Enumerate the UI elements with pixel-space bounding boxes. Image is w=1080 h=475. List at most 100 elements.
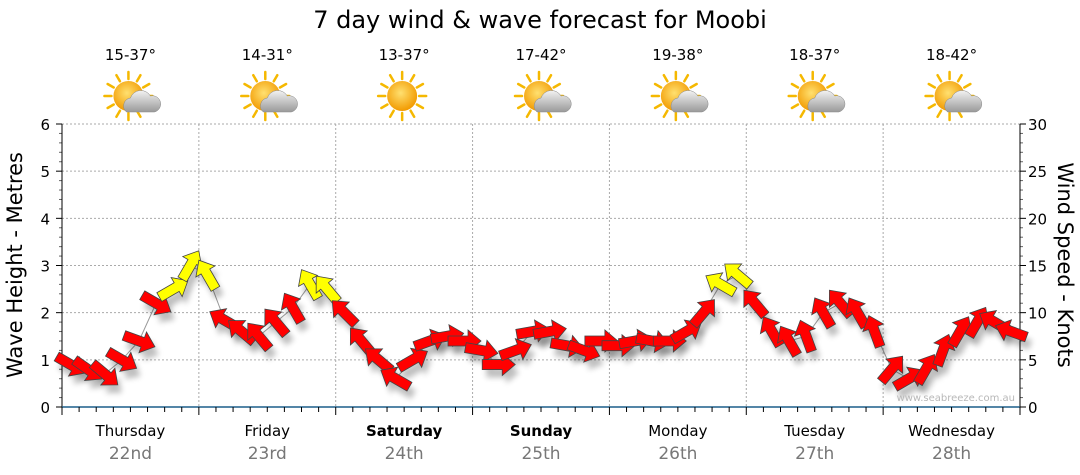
day-temp: 13-37°: [379, 46, 430, 64]
sun-ray: [516, 103, 526, 110]
day-temp: 14-31°: [242, 46, 293, 64]
wind-arrow: [331, 300, 360, 329]
sun-ray: [927, 82, 937, 89]
sun-ray: [653, 103, 663, 110]
wind-arrow: [877, 355, 904, 386]
sun-ray: [662, 73, 669, 83]
day-name: Sunday: [510, 422, 573, 440]
y-tick-label: 6: [40, 116, 50, 134]
sun-ray: [689, 82, 698, 89]
chart-title: 7 day wind & wave forecast for Moobi: [313, 6, 767, 34]
day-temp: 17-42°: [515, 46, 566, 64]
wind-arrow: [743, 289, 770, 320]
y-tick-label: 5: [40, 163, 50, 181]
sun-ray: [963, 82, 972, 89]
sun-ray: [956, 73, 963, 83]
y2-tick-label: 20: [1028, 210, 1047, 228]
day-date: 25th: [521, 444, 560, 464]
cloud: [123, 90, 161, 113]
y2-tick-label: 25: [1028, 163, 1047, 181]
day-date: 24th: [385, 444, 424, 464]
wind-arrow: [364, 348, 395, 375]
sun-ray: [135, 73, 142, 83]
wind-arrow: [264, 308, 291, 339]
wind-arrow: [395, 347, 428, 373]
sun-ray: [525, 109, 532, 119]
wind-arrow: [532, 319, 567, 343]
wind-arrow: [811, 297, 837, 330]
sun-cloud-icon: [650, 70, 709, 122]
cloud: [670, 90, 709, 113]
sun-ray: [936, 109, 943, 119]
day-temp: 19-38°: [652, 46, 703, 64]
sun-disc: [387, 81, 418, 111]
sun-ray: [516, 82, 526, 89]
sun-ray: [546, 73, 553, 83]
sun-ray: [415, 103, 425, 110]
day-temp: 18-42°: [926, 46, 977, 64]
sun-ray: [927, 103, 937, 110]
sun-ray: [243, 82, 252, 89]
y-tick-label: 0: [40, 399, 50, 417]
y2-tick-label: 0: [1028, 399, 1038, 417]
y2-tick-label: 15: [1028, 258, 1047, 276]
day-date: 23rd: [248, 444, 287, 464]
y-tick-label: 1: [40, 352, 50, 370]
sun-cloud-icon: [513, 70, 572, 122]
wind-arrow: [156, 277, 189, 302]
sun-ray: [252, 109, 259, 119]
wind-arrow: [247, 322, 274, 353]
sun-cloud-icon: [240, 70, 298, 122]
day-temp: 15-37°: [105, 46, 156, 64]
sun-ray: [790, 82, 800, 89]
day-date: 22nd: [109, 444, 152, 464]
y-axis-label: Wave Height - Metres: [3, 152, 27, 378]
y2-axis-label: Wind Speed - Knots: [1053, 162, 1077, 367]
wind-arrow: [464, 339, 499, 363]
sun-icon: [376, 70, 428, 122]
wind-arrow: [315, 275, 342, 306]
wind-arrow: [776, 325, 802, 358]
day-date: 28th: [932, 444, 971, 464]
sun-ray: [799, 109, 806, 119]
cloud: [944, 90, 983, 113]
day-name: Tuesday: [783, 422, 845, 440]
sun-ray: [415, 82, 425, 89]
sun-ray: [552, 82, 562, 89]
wind-arrow: [104, 346, 138, 372]
day-name: Wednesday: [908, 422, 995, 440]
y-tick-label: 2: [40, 305, 50, 323]
day-date: 27th: [795, 444, 834, 464]
day-name: Monday: [648, 422, 707, 440]
sun-cloud-icon: [103, 70, 161, 122]
wind-arrow: [669, 319, 702, 345]
wind-arrow: [688, 299, 715, 329]
sun-ray: [380, 82, 389, 89]
wind-arrow: [793, 319, 817, 354]
day-name: Friday: [245, 422, 291, 440]
day-name: Thursday: [95, 422, 166, 440]
sun-ray: [409, 73, 416, 83]
sun-ray: [380, 103, 389, 110]
wind-arrow: [280, 292, 306, 325]
wind-arrow: [177, 250, 203, 283]
sun-ray: [819, 73, 826, 83]
sun-cloud-icon: [924, 70, 983, 122]
watermark: www.seabreeze.com.au: [897, 393, 1015, 404]
sun-ray: [243, 103, 252, 110]
cloud: [533, 90, 572, 113]
sun-ray: [115, 73, 122, 83]
sun-ray: [388, 109, 395, 119]
sun-ray: [272, 73, 279, 83]
wind-arrow: [862, 314, 886, 349]
wind-arrow: [380, 366, 413, 392]
sun-ray: [106, 103, 115, 110]
y2-tick-label: 30: [1028, 116, 1047, 134]
sun-ray: [141, 82, 151, 89]
y2-tick-label: 5: [1028, 352, 1038, 370]
wind-arrow: [724, 263, 754, 290]
sun-ray: [826, 82, 835, 89]
wind-arrow: [195, 259, 221, 292]
sun-ray: [936, 73, 943, 83]
